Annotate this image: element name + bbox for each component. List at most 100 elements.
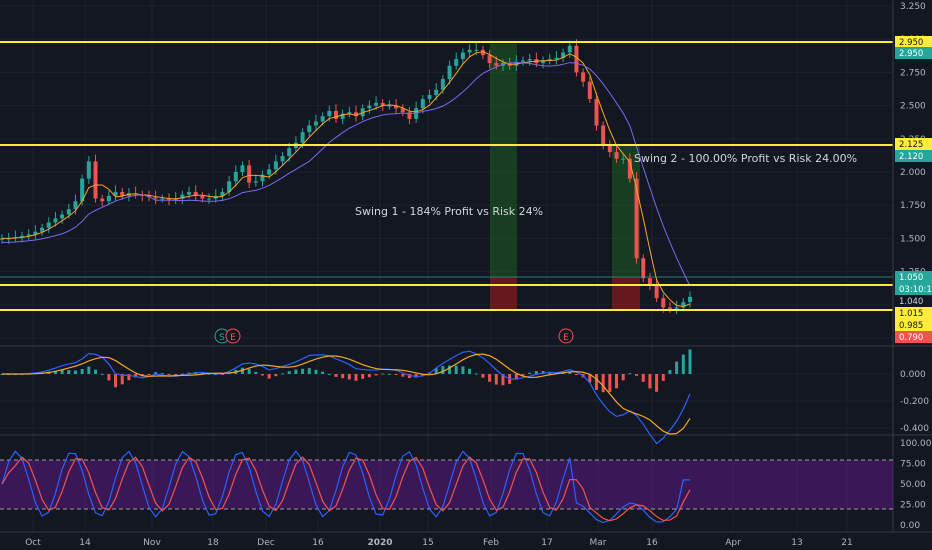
- stoch-d-line: [1, 456, 691, 522]
- time-tick-label: Feb: [483, 538, 499, 548]
- candle-body: [160, 198, 165, 200]
- price-tick-label: 1.750: [900, 201, 926, 211]
- macd-histogram-bar: [134, 374, 138, 378]
- marker-earnings-2-icon[interactable]: [558, 328, 574, 344]
- macd-histogram-bar: [401, 374, 405, 377]
- time-tick-label: 21: [841, 538, 852, 548]
- candle-body: [253, 181, 258, 183]
- candle-body: [674, 307, 679, 309]
- macd-histogram-bar: [421, 374, 425, 376]
- macd-histogram-bar: [454, 365, 458, 374]
- marker-split-label: S: [219, 333, 225, 343]
- macd-histogram-bar: [434, 368, 438, 374]
- stoch-axis[interactable]: 100.00 75.00 50.00 25.00 0.00: [900, 439, 932, 531]
- macd-histogram-bar: [648, 374, 652, 389]
- macd-histogram-bar: [381, 373, 385, 375]
- macd-histogram-bar: [387, 373, 391, 375]
- macd-histogram-bar: [361, 374, 365, 379]
- macd-histogram-bar: [534, 371, 538, 374]
- macd-signal-line: [2, 353, 691, 435]
- candle-body: [541, 60, 546, 64]
- candle-body: [187, 191, 192, 195]
- macd-histogram-bar: [94, 369, 98, 374]
- macd-histogram-bar: [107, 374, 111, 381]
- macd-histogram-bar: [341, 374, 345, 379]
- time-tick-label: 16: [646, 538, 658, 548]
- time-axis[interactable]: Oct 14 Nov 18 Dec 16 2020 15 Feb 17 Mar 16 Apr 13 21: [25, 538, 853, 548]
- time-tick-label: Oct: [25, 538, 41, 548]
- macd-histogram-bar: [441, 366, 445, 374]
- candle-body: [460, 52, 465, 60]
- moving-average-slow: [2, 62, 691, 287]
- macd-histogram-bar: [160, 373, 164, 375]
- price-tag-bg: [895, 271, 932, 283]
- macd-histogram-bar: [374, 374, 378, 376]
- candle-body: [166, 198, 171, 200]
- candle-body: [374, 102, 379, 106]
- macd-histogram-bar: [180, 373, 184, 375]
- macd-histogram-bar: [127, 374, 131, 381]
- macd-histogram-bar: [594, 374, 598, 390]
- candle-body: [340, 113, 345, 119]
- macd-histogram-bar: [220, 374, 224, 375]
- candle-body: [607, 145, 612, 153]
- macd-tick-label: -0.200: [900, 397, 929, 407]
- time-tick-label: Dec: [257, 538, 274, 548]
- annotation-swing-1: Swing 1 - 184% Profit vs Risk 24%: [355, 205, 543, 218]
- macd-histogram-bar: [661, 374, 665, 381]
- time-tick-label: 14: [79, 538, 91, 548]
- candle-body: [26, 234, 31, 236]
- macd-histogram-bar: [267, 374, 271, 379]
- macd-histogram-bar: [154, 372, 158, 374]
- marker-earnings-1-icon[interactable]: [225, 328, 241, 344]
- price-tag-label: 1.040: [899, 297, 923, 307]
- macd-histogram-bar: [501, 374, 505, 386]
- macd-histogram-bar: [668, 370, 672, 374]
- macd-histogram-bar: [274, 374, 278, 377]
- candle-body: [280, 156, 285, 162]
- time-tick-label: Mar: [590, 538, 607, 548]
- time-tick-label: 13: [791, 538, 802, 548]
- swing-1-profit-zone: [490, 44, 517, 277]
- candle-body: [93, 161, 98, 199]
- price-tag-label: 03:10:10: [899, 285, 932, 295]
- candle-body: [354, 112, 359, 117]
- annotation-swing-2: Swing 2 - 100.00% Profit vs Risk 24.00%: [634, 152, 857, 165]
- candle-body: [247, 165, 252, 183]
- price-tag-bg: [895, 36, 932, 48]
- macd-histogram-bar: [321, 371, 325, 374]
- candle-body: [100, 198, 105, 202]
- candle-body: [220, 191, 225, 196]
- macd-histogram-bar: [120, 374, 124, 385]
- price-tag-label: 2.950: [899, 49, 923, 59]
- macd-histogram-bar: [200, 372, 204, 374]
- candle-body: [581, 72, 586, 82]
- candle-body: [106, 195, 111, 202]
- macd-histogram-bar: [628, 373, 632, 375]
- macd-histogram-bar: [461, 366, 465, 374]
- candle-body: [400, 108, 405, 113]
- macd-histogram-bar: [394, 374, 398, 375]
- stoch-tick-label: 25.00: [900, 501, 926, 511]
- candle-body: [621, 158, 626, 160]
- macd-histogram-bar: [588, 374, 592, 383]
- candle-body: [287, 148, 292, 157]
- candle-body: [681, 302, 686, 308]
- candle-body: [527, 59, 532, 61]
- swing-2-risk-zone: [612, 277, 640, 309]
- marker-earnings-2-label: E: [563, 333, 569, 343]
- candle-body: [193, 191, 198, 196]
- macd-axis[interactable]: 0.000 -0.200 -0.400: [900, 370, 929, 434]
- event-markers[interactable]: S E E: [214, 328, 574, 344]
- candle-body: [73, 201, 78, 210]
- price-tag-label: 2.120: [899, 152, 923, 162]
- candle-body: [661, 298, 666, 308]
- stoch-tick-label: 100.00: [900, 439, 932, 449]
- stoch-k-line: [1, 450, 690, 524]
- candle-body: [487, 55, 492, 64]
- candle-body: [387, 105, 392, 107]
- macd-histogram-bar: [514, 374, 518, 380]
